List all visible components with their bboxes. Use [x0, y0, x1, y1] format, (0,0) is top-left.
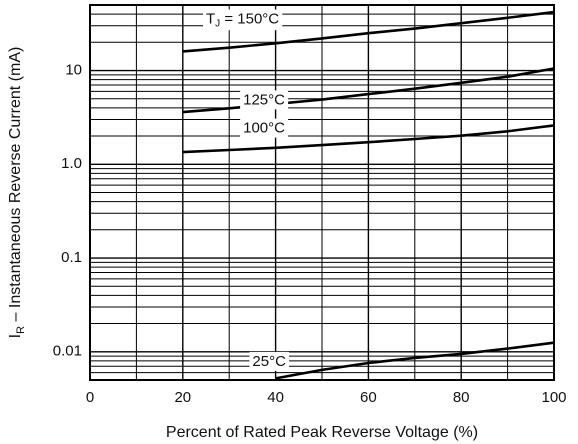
- series-line-3: [275, 341, 555, 380]
- plot-frame: [89, 4, 555, 381]
- y-tick-label: 10: [65, 61, 82, 78]
- series-label-background: [249, 351, 290, 371]
- y-axis-label-text: – Instantaneous Reverse Current (mA): [7, 47, 24, 326]
- x-axis-label: Percent of Rated Peak Reverse Voltage (%…: [166, 424, 478, 441]
- x-tick-label: 60: [360, 389, 377, 406]
- x-tick-labels: 0 20 40 60 80 100: [86, 389, 567, 406]
- series-label-1: 125°C: [240, 90, 289, 110]
- y-tick-labels: 0.01 0.1 1.0 10: [53, 61, 82, 359]
- series-label-main: 25°C: [252, 353, 286, 370]
- x-tick-label: 80: [453, 389, 470, 406]
- x-tick-label: 40: [267, 389, 284, 406]
- y-tick-label: 1.0: [61, 155, 82, 172]
- series-line-2: [182, 124, 555, 154]
- y-axis-label: IR – Instantaneous Reverse Current (mA): [7, 47, 27, 339]
- grid: [90, 5, 554, 380]
- series-label-3: 25°C: [249, 351, 290, 371]
- series-label-main: T: [206, 10, 215, 27]
- y-tick-label: 0.1: [61, 249, 82, 266]
- series-label-text: 125°C: [243, 91, 285, 108]
- series-label-text: 100°C: [243, 120, 285, 137]
- series-label-main: 100°C: [243, 120, 285, 137]
- x-tick-label: 20: [174, 389, 191, 406]
- series-label-rest: = 150°C: [220, 10, 279, 27]
- series-label-background: [240, 118, 289, 138]
- x-tick-label: 100: [541, 389, 566, 406]
- series-label-main: 125°C: [243, 91, 285, 108]
- curve-labels: TJ = 150°C 125°C 100°C 25°C: [203, 9, 290, 371]
- y-axis-label-subscript: R: [15, 326, 27, 334]
- y-tick-label: 0.01: [53, 343, 82, 360]
- series-line-0: [182, 10, 555, 53]
- series-label-background: [240, 90, 289, 110]
- y-axis-label-symbol: I: [7, 334, 24, 338]
- series-label-subscript: J: [215, 18, 220, 29]
- series-label-background: [203, 9, 283, 31]
- x-tick-label: 0: [86, 389, 94, 406]
- series-label-2: 100°C: [240, 118, 289, 138]
- series-label-text: TJ = 150°C: [206, 10, 279, 29]
- series-label-0: TJ = 150°C: [203, 9, 283, 31]
- series-label-text: 25°C: [252, 353, 286, 370]
